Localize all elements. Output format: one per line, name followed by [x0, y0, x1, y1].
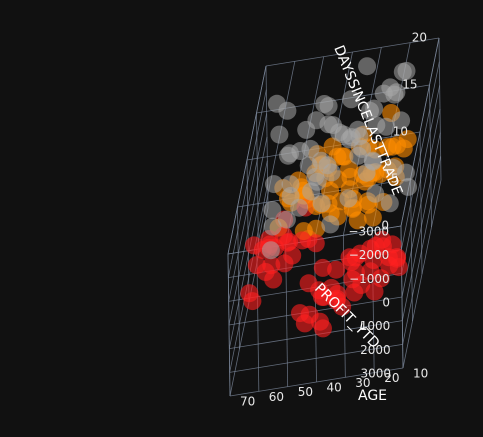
data-point-series-3 — [293, 231, 312, 250]
x-tick-label: 3000 — [360, 367, 391, 381]
data-point-series-1 — [322, 163, 341, 182]
side-wall-grid-z — [256, 112, 259, 256]
points-layer — [240, 57, 418, 338]
data-point-series-1 — [281, 144, 299, 163]
y-tick-label: 50 — [298, 385, 313, 399]
data-point-series-3 — [243, 292, 262, 311]
left-wall-grid-z — [429, 84, 432, 228]
data-point-series-3 — [366, 236, 385, 255]
back-wall-grid-z — [265, 37, 440, 67]
z-tick-label: 10 — [393, 125, 408, 139]
data-point-series-3 — [299, 274, 318, 293]
x-tick-label: 1000 — [360, 319, 391, 333]
y-tick-label: 70 — [240, 395, 255, 409]
y-axis-title: AGE — [358, 388, 387, 404]
x-tick-label: −2000 — [349, 248, 390, 262]
data-point-series-1 — [339, 189, 358, 208]
data-point-series-1 — [261, 241, 280, 260]
left-wall-grid-z — [419, 131, 423, 275]
data-point-series-3 — [387, 249, 406, 268]
data-point-series-3 — [256, 263, 275, 281]
data-point-series-2 — [333, 147, 352, 166]
data-point-series-1 — [358, 57, 377, 76]
data-point-series-3 — [313, 258, 332, 277]
data-point-series-3 — [327, 260, 346, 279]
data-point-series-3 — [313, 287, 331, 306]
left-wall-grid-z — [438, 37, 442, 181]
data-point-series-1 — [297, 120, 316, 139]
x-tick-label: −3000 — [348, 225, 389, 239]
data-point-series-3 — [346, 248, 365, 267]
data-point-series-1 — [302, 182, 321, 201]
data-point-series-1 — [267, 94, 286, 113]
y-tick-label: 30 — [355, 376, 370, 390]
y-tick-label: 20 — [384, 371, 399, 385]
data-point-series-3 — [306, 234, 325, 253]
x-tick-label: −1000 — [349, 272, 390, 286]
y-tick-label: 40 — [327, 381, 342, 395]
data-point-series-1 — [350, 127, 369, 146]
data-point-series-1 — [263, 201, 282, 220]
x-tick-label: 0 — [382, 296, 390, 310]
data-point-series-1 — [387, 83, 406, 102]
left-wall-grid-z — [410, 178, 413, 322]
data-point-series-3 — [352, 276, 371, 294]
data-point-series-1 — [277, 210, 296, 229]
data-point-series-3 — [291, 304, 309, 323]
z-tick-label: 0 — [381, 219, 389, 233]
data-point-series-2 — [383, 137, 402, 156]
data-point-series-3 — [364, 251, 383, 270]
data-point-series-1 — [315, 95, 334, 113]
data-point-series-1 — [270, 125, 289, 144]
side-wall-grid-z — [246, 159, 250, 303]
y-tick-label: 10 — [413, 367, 428, 381]
data-point-series-1 — [312, 194, 331, 213]
z-tick-label: 15 — [402, 78, 417, 92]
data-point-series-3 — [314, 319, 332, 338]
data-point-series-1 — [399, 177, 418, 196]
data-point-series-1 — [393, 62, 412, 81]
data-point-series-1 — [366, 184, 385, 203]
data-point-series-1 — [377, 117, 396, 136]
data-point-series-1 — [299, 156, 318, 175]
side-wall-grid-z — [227, 253, 231, 397]
data-point-series-1 — [263, 217, 282, 236]
data-point-series-1 — [321, 215, 340, 234]
data-point-series-2 — [398, 130, 417, 149]
tick-labels: 0 5 10 15 20 −3000 −2000 −1000 0 1000 2000 3000 10 20… — [240, 31, 428, 409]
data-point-series-1 — [396, 163, 415, 182]
data-point-series-1 — [301, 139, 320, 158]
side-wall-grid-z — [237, 206, 240, 350]
data-point-series-1 — [392, 111, 411, 130]
data-point-series-1 — [365, 99, 384, 118]
y-tick-label: 60 — [269, 390, 284, 404]
data-point-series-1 — [380, 194, 399, 213]
data-point-series-1 — [357, 163, 376, 182]
z-tick-label: 5 — [391, 172, 399, 186]
x-tick-label: 2000 — [360, 343, 391, 357]
data-point-series-1 — [281, 187, 300, 205]
data-point-series-3 — [365, 282, 384, 301]
data-point-series-1 — [265, 175, 283, 194]
data-point-series-3 — [328, 285, 347, 303]
z-tick-label: 20 — [412, 31, 427, 45]
data-point-series-1 — [342, 90, 361, 109]
